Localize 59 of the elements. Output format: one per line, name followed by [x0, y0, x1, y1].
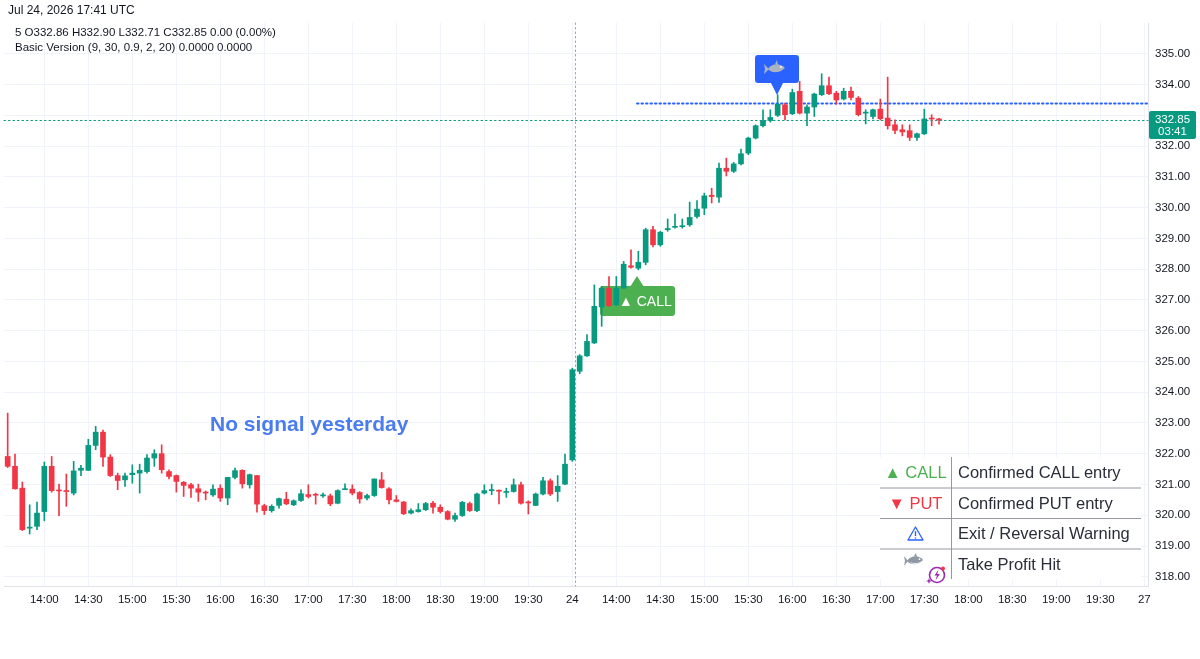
y-tick-label: 327.00	[1155, 293, 1191, 306]
candlestick	[628, 249, 634, 269]
x-tick-label: 19:00	[469, 593, 499, 606]
x-tick-label: 14:00	[601, 593, 631, 606]
annotation: Confirmed CALL entry	[958, 463, 1121, 481]
ref-line-label: 332.85	[1154, 113, 1191, 126]
text: Basic Version (9, 30, 0.9, 2, 20) 0.0000 0.0000	[15, 41, 253, 55]
x-tick-label: 17:30	[337, 593, 367, 606]
annotation: ▲ CALL	[884, 463, 947, 481]
x-tick-label: 18:00	[381, 593, 411, 606]
y-tick-label: 326.00	[1155, 323, 1191, 336]
annotation: Confirmed PUT entry	[958, 493, 1113, 512]
x-tick-label: 17:00	[865, 593, 895, 606]
x-tick-label: 17:30	[909, 593, 939, 606]
x-tick-label: 15:00	[689, 593, 719, 606]
x-tick-label: 14:30	[73, 593, 103, 606]
x-tick-label: 16:00	[777, 593, 807, 606]
x-tick-label: 15:30	[161, 593, 191, 606]
x-tick-label: 17:00	[293, 593, 323, 606]
x-tick-label: 18:00	[953, 593, 983, 606]
x-tick-label: 16:00	[205, 593, 235, 606]
x-tick-label: 14:30	[645, 593, 675, 606]
y-tick-label: 321.00	[1155, 477, 1191, 490]
annotation: No signal yesterday	[210, 412, 409, 437]
x-tick-label: 24	[565, 593, 580, 606]
y-tick-label: 318.00	[1155, 569, 1191, 582]
text: Jul 24, 2026 17:41 UTC	[8, 3, 135, 18]
y-tick-label: 322.00	[1155, 446, 1191, 459]
x-tick-label: 27	[1137, 593, 1151, 606]
y-tick-label: 329.00	[1155, 231, 1191, 244]
x-tick-label: 18:30	[425, 593, 455, 606]
x-tick-label: 16:30	[249, 593, 279, 606]
x-tick-label: 18:30	[997, 593, 1027, 606]
x-tick-label: 16:30	[821, 593, 851, 606]
x-tick-label: 19:00	[1041, 593, 1071, 606]
y-tick-label: 319.00	[1155, 539, 1191, 552]
text: 03:41	[1158, 125, 1187, 138]
x-tick-label: 15:00	[117, 593, 147, 606]
x-tick-label: 15:30	[733, 593, 763, 606]
y-tick-label: 332.00	[1155, 139, 1191, 152]
x-tick-label: 19:30	[513, 593, 543, 606]
chart-title: 5 O332.86 H332.90 L332.71 C332.85 0.00 (0.00%)	[15, 26, 276, 40]
y-tick-label: 320.00	[1155, 508, 1191, 521]
y-tick-label: 334.00	[1155, 77, 1191, 90]
x-tick-label: 14:00	[29, 593, 59, 606]
candlestick	[496, 489, 502, 505]
annotation: ▲ CALL	[619, 292, 672, 309]
candlestick	[672, 213, 678, 229]
y-tick-label: 335.00	[1155, 46, 1191, 59]
annotation: Exit / Reversal Warning	[958, 524, 1130, 542]
y-tick-label: 328.00	[1155, 262, 1191, 275]
y-tick-label: 324.00	[1155, 385, 1191, 398]
y-tick-label: 323.00	[1155, 416, 1191, 429]
annotation: ▼ PUT	[888, 493, 943, 512]
annotation: Take Profit Hit	[958, 554, 1061, 573]
y-tick-label: 330.00	[1155, 200, 1191, 213]
y-tick-label: 325.00	[1155, 354, 1191, 367]
x-tick-label: 19:30	[1085, 593, 1115, 606]
y-tick-label: 331.00	[1155, 170, 1191, 182]
